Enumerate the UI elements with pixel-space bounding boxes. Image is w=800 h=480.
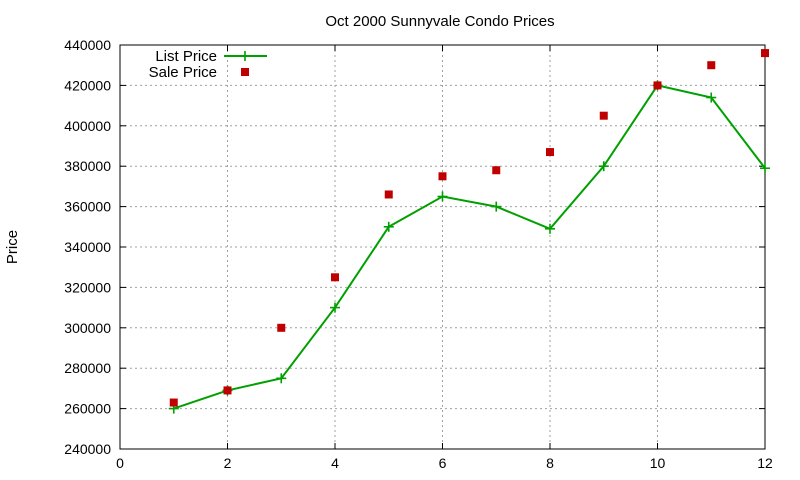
x-tick-label: 10	[650, 455, 666, 471]
y-tick-label: 400000	[64, 118, 111, 134]
y-tick-label: 420000	[64, 77, 111, 93]
data-point-plus	[276, 373, 287, 384]
x-tick-label: 0	[116, 455, 124, 471]
data-point-square	[707, 61, 716, 70]
series-list-price	[168, 80, 770, 414]
data-point-plus	[598, 161, 609, 172]
y-tick-label: 320000	[64, 279, 111, 295]
legend-label: List Price	[155, 48, 217, 65]
legend-label: Sale Price	[149, 64, 217, 81]
data-point-square	[761, 49, 769, 58]
data-point-plus	[545, 223, 555, 234]
data-point-plus	[383, 221, 394, 232]
x-tick-label: 12	[757, 455, 773, 471]
legend-plus-marker	[240, 51, 250, 61]
series	[168, 49, 770, 414]
y-tick-label: 360000	[64, 199, 111, 215]
data-point-square	[223, 386, 232, 395]
y-tick-label: 280000	[64, 360, 111, 376]
y-tick-label: 380000	[64, 158, 111, 174]
y-tick-label: 300000	[64, 320, 111, 336]
data-point-square	[384, 190, 393, 199]
data-point-plus	[491, 201, 502, 212]
chart-title: Oct 2000 Sunnyvale Condo Prices	[325, 13, 554, 30]
data-point-square	[438, 172, 447, 181]
data-point-square	[653, 81, 662, 90]
x-tick-label: 6	[439, 455, 447, 471]
legend-swatch	[241, 68, 249, 76]
data-point-square	[492, 166, 501, 175]
x-tick-label: 4	[331, 455, 339, 471]
legend-swatch	[224, 51, 267, 61]
data-point-square	[169, 398, 178, 407]
series-sale-price	[169, 49, 769, 407]
y-tick-label: 260000	[64, 401, 111, 417]
x-tick-label: 2	[224, 455, 232, 471]
data-point-square	[277, 323, 286, 332]
data-point-square	[331, 273, 339, 282]
x-tick-label: 8	[546, 455, 554, 471]
y-tick-label: 240000	[64, 441, 111, 457]
y-tick-label: 340000	[64, 239, 111, 255]
y-tick-label: 440000	[64, 37, 111, 53]
tick-labels: 0 2 4 6 8 10 12 240000 260000 280000 300000 320000 3…	[64, 37, 773, 471]
data-point-plus	[330, 302, 340, 313]
data-point-plus	[760, 163, 770, 174]
legend-square-marker	[241, 68, 249, 76]
grid	[120, 45, 765, 449]
data-point-plus	[437, 191, 448, 202]
data-point-plus	[706, 92, 717, 103]
data-point-square	[546, 148, 554, 157]
axes	[119, 44, 766, 450]
y-axis-label: Price	[4, 230, 21, 264]
plot-frame	[119, 44, 766, 450]
data-point-square	[599, 111, 608, 120]
series-line	[173, 84, 766, 410]
